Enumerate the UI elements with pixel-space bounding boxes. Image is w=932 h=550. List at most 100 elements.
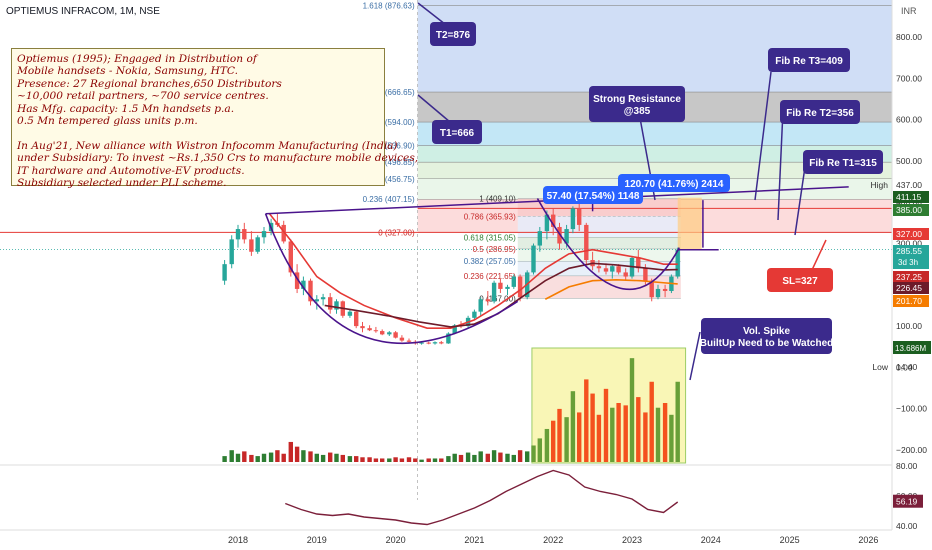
callout-pointer: [417, 94, 451, 123]
volume-bar: [485, 453, 490, 462]
lower-fib-label: 0.236 (221.65): [464, 272, 516, 281]
price-tag-value: 201.70: [896, 296, 922, 306]
candle-body: [498, 282, 503, 289]
y-tick-label: 700.00: [896, 73, 922, 83]
x-tick-label: 2026: [858, 535, 878, 545]
chart-title: OPTIEMUS INFRACOM, 1M, NSE: [6, 6, 160, 17]
price-tag-label: Low: [872, 362, 888, 372]
fib-level-label: 0.5 (496.85): [372, 158, 415, 167]
volume-bar: [229, 450, 234, 462]
info-line: In Aug'21, New alliance with Wistron Inf…: [17, 139, 398, 152]
volume-bar: [649, 381, 654, 462]
fib-t2-callout: [780, 100, 860, 124]
volume-tag-text: 13.686M: [895, 344, 926, 353]
candle-body: [452, 325, 457, 334]
volume-bar: [662, 403, 668, 462]
candle-body: [354, 311, 359, 327]
info-line: Subsidiary selected under PLI scheme.: [17, 177, 227, 190]
candle-body: [505, 286, 510, 289]
volume-bar: [498, 452, 503, 462]
volume-bar: [603, 388, 609, 462]
volume-bar: [465, 452, 471, 462]
candle-body: [399, 337, 405, 341]
volume-bar: [537, 438, 543, 462]
candle-body: [406, 340, 412, 342]
candle-body: [439, 342, 444, 344]
measure1-label: [543, 186, 643, 204]
lower-fib-label: 0.786 (365.93): [464, 212, 516, 221]
volume-bar: [334, 453, 339, 462]
candle-body: [649, 280, 654, 298]
fib-zone: [417, 122, 892, 146]
candle-body: [347, 311, 353, 316]
price-tag-value: 237.25: [896, 272, 922, 282]
y-tick-label: 600.00: [896, 115, 922, 125]
volume-bar: [472, 454, 477, 462]
volume-bar: [675, 381, 680, 462]
oscillator-line: [285, 469, 679, 526]
fib-level-label: 0.618 (536.90): [363, 142, 415, 151]
y-tick-label: 800.00: [896, 32, 922, 42]
price-tag-value: 385.00: [896, 205, 922, 215]
y-tick-label: −100.00: [896, 404, 927, 414]
time-axis: [0, 531, 932, 550]
lower-fib-label: 0.382 (257.05): [464, 257, 516, 266]
volume-bar: [458, 454, 464, 462]
volume-bar: [235, 453, 241, 462]
volume-bar: [419, 459, 424, 462]
candle-body: [261, 231, 267, 238]
info-line: Optiemus (1995); Engaged in Distribution…: [17, 53, 257, 65]
x-tick-label: 2022: [543, 535, 563, 545]
info-line: Mobile handsets - Nokia, Samsung, HTC.: [17, 65, 238, 78]
volume-bar: [308, 451, 313, 462]
volume-bar: [478, 451, 483, 462]
x-tick-label: 2023: [622, 535, 642, 545]
candle-body: [393, 332, 398, 338]
candle-body: [242, 229, 247, 240]
projection-box: [677, 197, 702, 250]
info-line: 0.5 Mn tempered glass units p.m.: [17, 115, 198, 128]
candle-body: [577, 208, 582, 225]
volume-bar: [393, 457, 398, 462]
candle-body: [301, 280, 306, 289]
candle-body: [281, 224, 286, 242]
candle-body: [564, 229, 569, 244]
measure1-label-text: 57.40 (17.54%) 1148: [547, 191, 640, 202]
volume-bar: [314, 453, 319, 462]
lower-fib-label: 1 (409.10): [479, 194, 516, 203]
t2-callout-text: T2=876: [436, 30, 471, 41]
y-tick-label: −200.00: [896, 445, 927, 455]
volume-bar: [570, 391, 576, 462]
volume-bar: [242, 451, 247, 462]
callout-pointer: [811, 239, 827, 271]
volume-bar: [301, 450, 306, 462]
info-line: [17, 127, 379, 139]
candle-body: [551, 214, 556, 227]
candle-body: [327, 297, 333, 310]
candle-body: [387, 332, 392, 335]
price-tag: [893, 282, 929, 294]
candle-body: [360, 326, 365, 329]
volume-bar: [294, 446, 300, 462]
fib-level-label: 1.618 (876.63): [363, 1, 415, 10]
price-tag-countdown: 3d 3h: [898, 258, 918, 267]
lower-fib-label: 0.5 (286.95): [473, 245, 516, 254]
y-tick-label: 100.00: [896, 321, 922, 331]
volume-bar: [347, 456, 353, 462]
volume-bar: [623, 405, 628, 462]
volume-bar: [446, 456, 451, 462]
vol-callout-text: Vol. Spike: [743, 326, 790, 337]
volume-bar: [439, 458, 444, 462]
volume-bar: [432, 458, 438, 462]
volume-bar: [373, 458, 379, 462]
ema-line: [324, 262, 678, 328]
price-tag: [893, 271, 929, 283]
candle-body: [235, 229, 241, 240]
volume-bar: [380, 458, 385, 462]
volume-bar: [452, 453, 457, 462]
t2-callout: [430, 22, 476, 46]
candle-body: [255, 237, 260, 252]
volume-bar: [288, 441, 293, 462]
